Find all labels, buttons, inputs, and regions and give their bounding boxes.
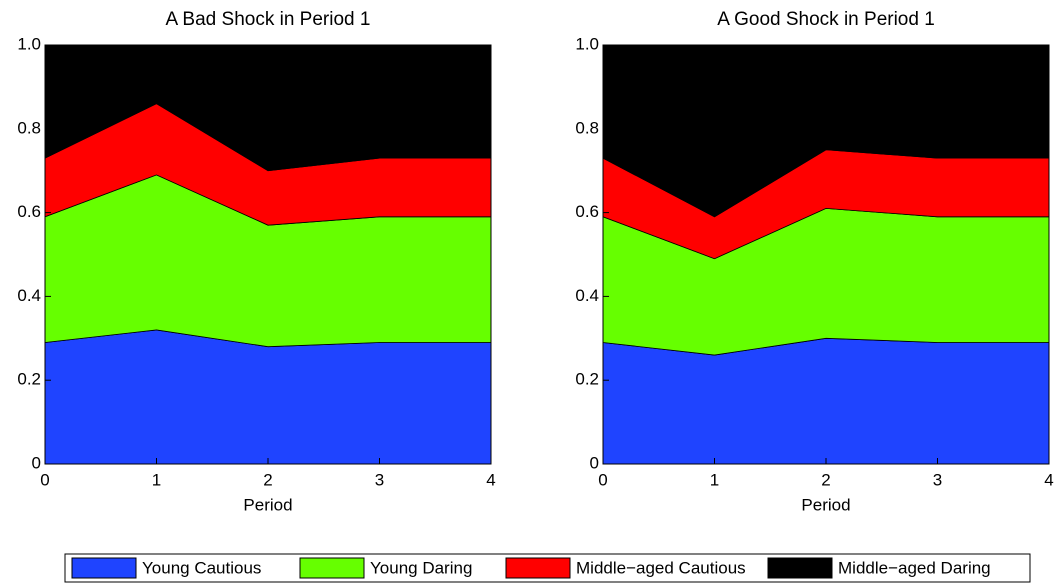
legend-swatch — [767, 557, 833, 579]
y-tick-label: 0 — [32, 453, 41, 472]
legend-label: Young Cautious — [142, 558, 261, 577]
x-tick-label: 1 — [710, 470, 719, 489]
x-tick-label: 3 — [933, 470, 942, 489]
y-tick-label: 0.2 — [17, 370, 41, 389]
y-tick-label: 0.8 — [17, 118, 41, 137]
y-tick-label: 0.4 — [17, 286, 41, 305]
x-axis-label: Period — [243, 495, 292, 514]
x-tick-label: 0 — [598, 470, 607, 489]
legend-label: Middle−aged Daring — [838, 558, 991, 577]
chart-title: A Good Shock in Period 1 — [717, 9, 935, 30]
y-tick-label: 0.2 — [575, 370, 599, 389]
y-tick-label: 0.6 — [575, 202, 599, 221]
y-tick-label: 1.0 — [575, 34, 599, 53]
x-tick-label: 3 — [375, 470, 384, 489]
legend-label: Young Daring — [370, 558, 472, 577]
x-tick-label: 4 — [1044, 470, 1053, 489]
x-tick-label: 0 — [40, 470, 49, 489]
x-axis-label: Period — [801, 495, 850, 514]
legend-label: Middle−aged Cautious — [576, 558, 746, 577]
chart-title: A Bad Shock in Period 1 — [166, 9, 371, 30]
area — [44, 329, 492, 465]
legend-swatch — [299, 557, 365, 579]
x-tick-label: 4 — [486, 470, 495, 489]
area — [602, 337, 1050, 465]
y-tick-label: 0.4 — [575, 286, 599, 305]
legend-swatch — [71, 557, 137, 579]
x-tick-label: 2 — [263, 470, 272, 489]
y-tick-label: 0.6 — [17, 202, 41, 221]
x-tick-label: 2 — [821, 470, 830, 489]
legend-swatch — [505, 557, 571, 579]
y-tick-label: 0.8 — [575, 118, 599, 137]
x-tick-label: 1 — [152, 470, 161, 489]
y-tick-label: 0 — [590, 453, 599, 472]
y-tick-label: 1.0 — [17, 34, 41, 53]
